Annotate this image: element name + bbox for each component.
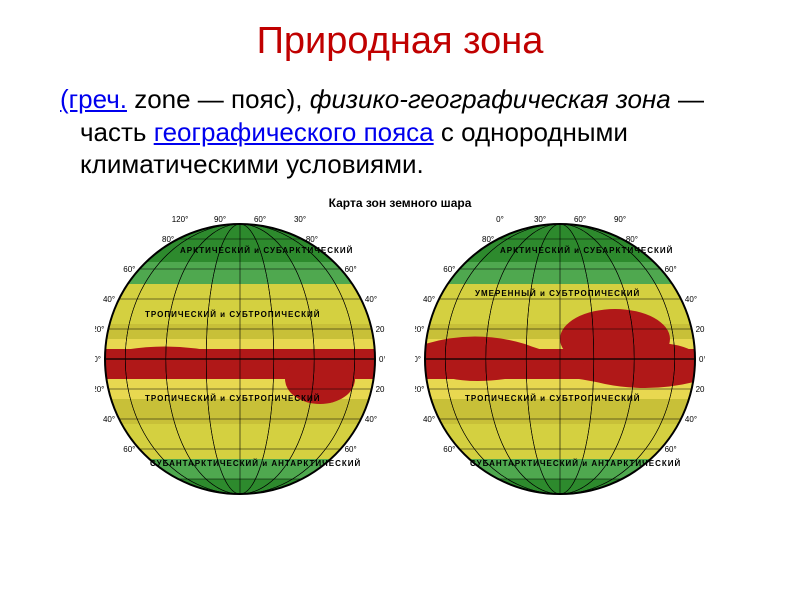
svg-text:0°: 0° bbox=[95, 355, 101, 364]
svg-text:0°: 0° bbox=[379, 355, 385, 364]
map-title: Карта зон земного шара bbox=[40, 196, 760, 210]
svg-text:60°: 60° bbox=[443, 265, 455, 274]
svg-text:20°: 20° bbox=[95, 385, 104, 394]
svg-text:40°: 40° bbox=[103, 295, 115, 304]
svg-text:20°: 20° bbox=[376, 385, 385, 394]
zone-label: АРКТИЧЕСКИЙ и СУБАРКТИЧЕСКИЙ bbox=[500, 246, 673, 255]
svg-text:60°: 60° bbox=[665, 265, 677, 274]
zone-label: ТРОПИЧЕСКИЙ и СУБТРОПИЧЕСКИЙ bbox=[145, 394, 320, 403]
zone-word: zone bbox=[127, 84, 191, 114]
svg-text:60°: 60° bbox=[123, 445, 135, 454]
svg-text:80°: 80° bbox=[626, 235, 638, 244]
svg-text:0°: 0° bbox=[415, 355, 421, 364]
svg-text:60°: 60° bbox=[345, 445, 357, 454]
svg-text:20°: 20° bbox=[415, 325, 424, 334]
svg-text:80°: 80° bbox=[162, 235, 174, 244]
svg-text:40°: 40° bbox=[423, 415, 435, 424]
globe-west: 80° 80° 60° 60° 40° 40° 20° 20° 0° 0° 20° 20° 40° 40°… bbox=[95, 214, 385, 504]
svg-text:40°: 40° bbox=[365, 295, 377, 304]
zone-label: СУБАНТАРКТИЧЕСКИЙ и АНТАРКТИЧЕСКИЙ bbox=[150, 459, 361, 468]
svg-text:60°: 60° bbox=[665, 445, 677, 454]
zone-label: ТРОПИЧЕСКИЙ и СУБТРОПИЧЕСКИЙ bbox=[145, 310, 320, 319]
svg-text:30°: 30° bbox=[534, 215, 546, 224]
slide-title: Природная зона bbox=[40, 20, 760, 63]
zone-label: ТРОПИЧЕСКИЙ и СУБТРОПИЧЕСКИЙ bbox=[465, 394, 640, 403]
svg-text:40°: 40° bbox=[423, 295, 435, 304]
globe-east: 80° 80° 60° 60° 40° 40° 20° 20° 0° 0° 20° 20° 40° 40°… bbox=[415, 214, 705, 504]
svg-text:20°: 20° bbox=[95, 325, 104, 334]
svg-text:20°: 20° bbox=[415, 385, 424, 394]
svg-text:60°: 60° bbox=[574, 215, 586, 224]
zone-label: АРКТИЧЕСКИЙ и СУБАРКТИЧЕСКИЙ bbox=[180, 246, 353, 255]
geo-belt-link[interactable]: географического пояса bbox=[154, 117, 434, 147]
svg-text:60°: 60° bbox=[254, 215, 266, 224]
definition-text: (греч. zone — пояс), физико-географическ… bbox=[60, 83, 760, 181]
map-container: Карта зон земного шара 80° 80° 60° 60° 40° 40… bbox=[40, 196, 760, 504]
svg-text:40°: 40° bbox=[365, 415, 377, 424]
svg-text:60°: 60° bbox=[345, 265, 357, 274]
svg-text:60°: 60° bbox=[443, 445, 455, 454]
svg-text:0°: 0° bbox=[699, 355, 705, 364]
zone-label: СУБАНТАРКТИЧЕСКИЙ и АНТАРКТИЧЕСКИЙ bbox=[470, 459, 681, 468]
svg-text:30°: 30° bbox=[294, 215, 306, 224]
svg-text:20°: 20° bbox=[696, 325, 705, 334]
svg-text:120°: 120° bbox=[172, 215, 189, 224]
def-belt: — пояс), bbox=[191, 84, 310, 114]
svg-text:40°: 40° bbox=[685, 295, 697, 304]
svg-text:80°: 80° bbox=[482, 235, 494, 244]
svg-text:0°: 0° bbox=[496, 215, 504, 224]
svg-text:40°: 40° bbox=[103, 415, 115, 424]
svg-text:20°: 20° bbox=[376, 325, 385, 334]
def-physico: физико-географическая зона bbox=[310, 84, 671, 114]
globes-row: 80° 80° 60° 60° 40° 40° 20° 20° 0° 0° 20° 20° 40° 40°… bbox=[40, 214, 760, 504]
svg-text:90°: 90° bbox=[214, 215, 226, 224]
svg-text:20°: 20° bbox=[696, 385, 705, 394]
zone-label: УМЕРЕННЫЙ и СУБТРОПИЧЕСКИЙ bbox=[475, 289, 640, 298]
greek-link[interactable]: (греч. bbox=[60, 84, 127, 114]
svg-text:40°: 40° bbox=[685, 415, 697, 424]
svg-text:90°: 90° bbox=[614, 215, 626, 224]
svg-text:60°: 60° bbox=[123, 265, 135, 274]
svg-text:80°: 80° bbox=[306, 235, 318, 244]
